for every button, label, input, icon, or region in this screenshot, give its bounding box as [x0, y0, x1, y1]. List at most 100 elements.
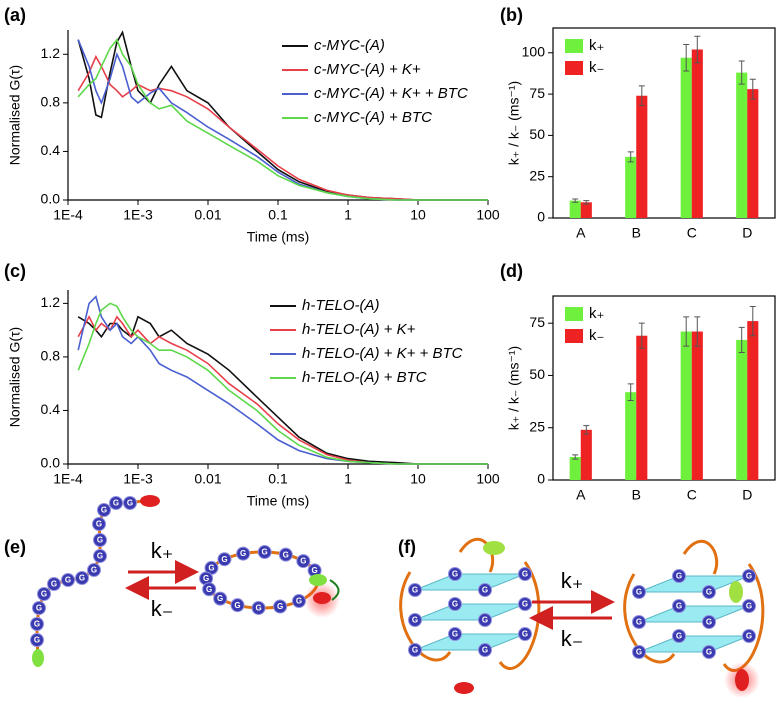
bar [680, 57, 692, 218]
bar [636, 95, 648, 218]
bead-label: G [452, 570, 458, 579]
bar [625, 156, 637, 218]
x-tick-label: 10 [410, 207, 426, 223]
bar [569, 200, 581, 218]
panel-label: (e) [4, 537, 26, 557]
panel-label: (f) [398, 537, 416, 557]
x-tick-label: 1 [344, 471, 352, 487]
y-tick-label: 50 [529, 126, 545, 142]
error-bar [572, 198, 579, 203]
bead [109, 496, 123, 510]
bead [75, 571, 89, 585]
bead-label: G [311, 566, 317, 575]
bead [742, 599, 756, 613]
bead-label: G [208, 564, 214, 573]
bead [478, 643, 492, 657]
error-bar [583, 200, 590, 205]
bead [702, 585, 716, 599]
error-bar [683, 44, 690, 72]
error-bar [583, 425, 590, 435]
bead [672, 629, 686, 643]
bead-label: G [34, 636, 40, 645]
transfer-arrow [329, 579, 340, 601]
error-bar [638, 322, 645, 349]
bead-label: G [97, 536, 103, 545]
bead-label: G [676, 572, 682, 581]
y-axis-label: k₊ / k₋ (ms⁻¹) [506, 81, 522, 165]
bead-label: G [296, 597, 302, 606]
bead-label: G [452, 630, 458, 639]
legend-label: k₋ [589, 59, 604, 76]
bead [672, 569, 686, 583]
bar [691, 331, 703, 480]
bead-label: G [706, 588, 712, 597]
bead [408, 613, 422, 627]
error-bar [638, 85, 645, 107]
dye-green [729, 581, 743, 603]
bead-label: G [706, 648, 712, 657]
bead-label: G [36, 604, 42, 613]
legend-label: h-TELO-(A) [302, 297, 380, 314]
bead [32, 601, 46, 615]
bead [408, 583, 422, 597]
bead-label: G [203, 574, 209, 583]
x-tick-label: 1E-4 [53, 207, 83, 223]
bead-label: G [262, 548, 268, 557]
y-tick-label: 75 [529, 314, 545, 330]
bead [742, 569, 756, 583]
bead [213, 591, 228, 606]
bead [518, 597, 532, 611]
bead-label: G [96, 520, 102, 529]
bead-label: G [240, 549, 246, 558]
legend-swatch [565, 61, 583, 75]
bead-label: G [522, 630, 528, 639]
bead-label: G [482, 646, 488, 655]
rate-backward: k₋ [151, 596, 174, 621]
panel-label: (a) [4, 5, 26, 25]
error-bar [683, 316, 690, 347]
rate-backward: k₋ [561, 626, 584, 651]
legend-label: h-TELO-(A) + K+ [302, 321, 416, 338]
bead-label: G [65, 576, 71, 585]
legend-label: c-MYC-(A) [314, 37, 385, 54]
y-axis-label: k₊ / k₋ (ms⁻¹) [506, 346, 522, 430]
bead [518, 567, 532, 581]
bead-label: G [636, 588, 642, 597]
legend-label: c-MYC-(A) + BTC [314, 109, 432, 126]
bead [87, 563, 101, 577]
bead-label: G [522, 570, 528, 579]
error-bar [627, 151, 634, 163]
legend-label: c-MYC-(A) + K+ + BTC [314, 85, 468, 102]
y-tick-label: 0 [537, 209, 545, 225]
bead [632, 615, 646, 629]
bead-label: G [452, 600, 458, 609]
bead-label: G [51, 580, 57, 589]
bead-label: G [255, 604, 261, 613]
x-tick-label: A [576, 487, 586, 503]
y-tick-label: 25 [529, 167, 545, 183]
bead [448, 627, 462, 641]
error-bar [627, 383, 634, 402]
bead [230, 598, 245, 613]
error-bar [694, 316, 701, 347]
bead [742, 629, 756, 643]
bead [408, 643, 422, 657]
bead [632, 585, 646, 599]
bead-label: G [234, 601, 240, 610]
legend-label: k₊ [589, 37, 604, 54]
y-tick-label: 0.0 [41, 191, 61, 207]
bead-label: G [79, 574, 85, 583]
y-tick-label: 25 [529, 418, 545, 434]
bead-label: G [277, 602, 283, 611]
x-tick-label: 1E-4 [53, 471, 83, 487]
y-tick-label: 50 [529, 366, 545, 382]
dye-red [140, 495, 160, 507]
legend-swatch [565, 307, 583, 321]
bar [691, 49, 703, 219]
bar [736, 339, 748, 480]
dye-green [32, 649, 44, 667]
g-tetrad [638, 605, 750, 623]
error-bar [572, 454, 579, 460]
x-tick-label: B [632, 225, 641, 241]
bead [37, 587, 51, 601]
